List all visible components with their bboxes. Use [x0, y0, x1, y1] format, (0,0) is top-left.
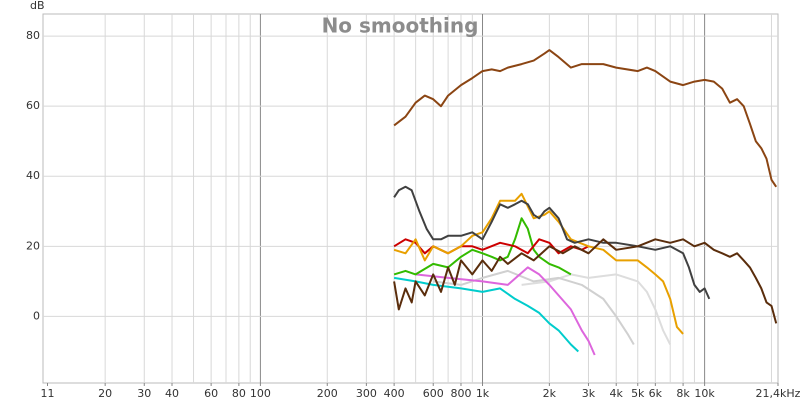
y-tick-label: 40	[26, 169, 40, 182]
x-tick-label: 11	[40, 387, 54, 400]
series-line	[415, 266, 596, 356]
y-axis-label: dB	[30, 0, 45, 12]
plot-area	[42, 13, 779, 384]
x-tick-label: 10k	[694, 387, 715, 400]
x-tick-label: 800	[450, 387, 471, 400]
lines	[393, 49, 778, 356]
y-tick-label: 60	[26, 99, 40, 112]
x-tick-label: 5k	[631, 387, 645, 400]
series-line	[393, 276, 579, 353]
x-tick-label: 300	[356, 387, 377, 400]
x-tick-label: 4k	[610, 387, 624, 400]
x-tick-label: 6k	[649, 387, 663, 400]
x-tick-label: 30	[137, 387, 151, 400]
x-tick-label: 2k	[543, 387, 557, 400]
x-tick-label: 8k	[676, 387, 690, 400]
y-tick-label: 20	[26, 239, 40, 252]
x-tick-label: 3k	[582, 387, 596, 400]
x-tick-label: 60	[204, 387, 218, 400]
x-tick-label: 1k	[476, 387, 490, 400]
x-tick-label: 20	[98, 387, 112, 400]
x-tick-label: 80	[232, 387, 246, 400]
series-line	[393, 49, 778, 188]
series-line	[393, 238, 778, 324]
x-tick-label: 200	[317, 387, 338, 400]
x-tick-label: 600	[423, 387, 444, 400]
x-tick-label: 40	[165, 387, 179, 400]
series-line	[393, 192, 684, 335]
x-tick-label: 400	[384, 387, 405, 400]
x-tick-label: 100	[250, 387, 271, 400]
chart-title: No smoothing	[322, 14, 479, 38]
y-tick-label: 80	[26, 29, 40, 42]
y-tick-label: 0	[33, 309, 40, 322]
x-tick-label: 21,4kHz	[756, 387, 800, 400]
series-line	[393, 185, 711, 300]
